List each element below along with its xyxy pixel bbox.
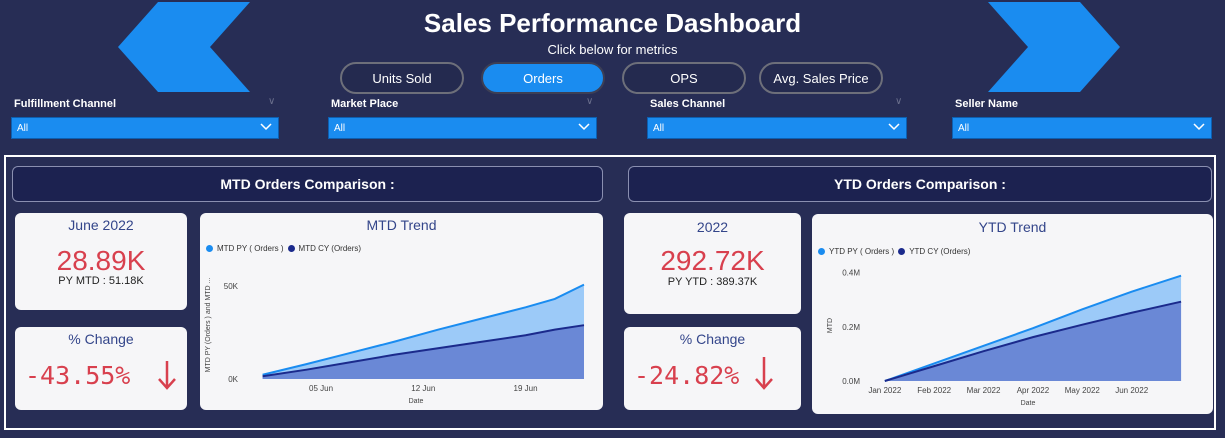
mtd-value-card: June 2022 28.89K PY MTD : 51.18K [15, 213, 187, 310]
x-tick-label: Apr 2022 [1017, 386, 1050, 395]
ytd-change-title: % Change [679, 331, 746, 347]
y-tick-label: 50K [224, 282, 239, 291]
y-axis-label: MTD [827, 318, 834, 333]
x-axis-label: Date [1021, 400, 1036, 407]
dashboard-subtitle: Click below for metrics [547, 42, 678, 57]
legend-dot-py [818, 248, 825, 255]
y-axis-label: MTD PY (Orders ) and MTD ... [205, 278, 212, 373]
series-line-py [884, 274, 1182, 382]
market-place-select[interactable]: All [328, 117, 597, 139]
chevron-down-icon [888, 123, 900, 131]
orders-button[interactable]: Orders [481, 62, 605, 94]
ytd-trend-card: YTD Trend YTD PY ( Orders ) YTD CY (Orde… [812, 214, 1213, 414]
seller-name-select[interactable]: All [952, 117, 1212, 139]
right-chevron-graphic [988, 2, 1120, 92]
y-tick-label: 0.0M [842, 377, 860, 386]
legend-py: MTD PY ( Orders ) [217, 244, 284, 253]
left-chevron-graphic [118, 2, 250, 92]
mtd-value: 28.89K [56, 245, 146, 276]
mtd-change-card: % Change -43.55% [15, 327, 187, 410]
down-arrow-icon [158, 361, 176, 390]
fulfillment-channel-label: Fulfillment Channel [14, 98, 117, 110]
seller-name-label: Seller Name [955, 98, 1018, 110]
market-place-value: All [334, 122, 346, 134]
legend-cy: YTD CY (Orders) [909, 247, 971, 256]
legend-dot-cy [287, 245, 295, 252]
units-sold-button[interactable]: Units Sold [340, 62, 464, 94]
x-tick-label: 12 Jun [411, 384, 435, 393]
mtd-legend: MTD PY ( Orders ) MTD CY (Orders) [206, 244, 361, 253]
series-line-cy [262, 324, 585, 378]
legend-cy: MTD CY (Orders) [298, 244, 362, 253]
legend-dot-cy [898, 248, 906, 255]
chevron-down-icon [1193, 123, 1205, 131]
ytd-trend-title: YTD Trend [978, 219, 1047, 235]
legend-py: YTD PY ( Orders ) [829, 247, 895, 256]
mtd-section-header: MTD Orders Comparison : [12, 166, 603, 202]
y-tick-label: 0K [228, 375, 238, 384]
mtd-trend-card: MTD Trend MTD PY ( Orders ) MTD CY (Orde… [200, 213, 603, 410]
mtd-change-value: -43.55% [25, 361, 131, 390]
series-line-cy [884, 300, 1182, 382]
y-tick-label: 0.4M [842, 269, 860, 278]
ytd-value-card: 2022 292.72K PY YTD : 389.37K [624, 213, 801, 314]
mtd-trend-title: MTD Trend [366, 217, 437, 233]
mtd-change-title: % Change [68, 331, 134, 347]
sales-channel-label: Sales Channel [650, 98, 726, 110]
x-axis-label: Date [409, 398, 424, 405]
x-tick-label: Mar 2022 [967, 386, 1001, 395]
x-tick-label: 05 Jun [309, 384, 333, 393]
dashboard-title: Sales Performance Dashboard [423, 8, 802, 38]
down-arrow-icon [755, 357, 773, 390]
x-tick-label: Jun 2022 [1115, 386, 1148, 395]
ytd-legend: YTD PY ( Orders ) YTD CY (Orders) [818, 247, 970, 256]
sales-channel-value: All [653, 122, 665, 134]
ytd-change-card: % Change -24.82% [624, 327, 801, 410]
x-tick-label: May 2022 [1065, 386, 1101, 395]
sales-channel-select[interactable]: All [647, 117, 907, 139]
ops-button[interactable]: OPS [622, 62, 746, 94]
x-tick-label: Jan 2022 [868, 386, 901, 395]
ytd-section-header: YTD Orders Comparison : [628, 166, 1212, 202]
fulfillment-channel-value: All [17, 122, 29, 134]
fulfillment-channel-select[interactable]: All [11, 117, 279, 139]
y-tick-label: 0.2M [842, 323, 860, 332]
chevron-down-icon [578, 123, 590, 131]
fulfillment-channel-collapse-icon[interactable]: ∨ [268, 96, 276, 107]
mtd-py-value: PY MTD : 51.18K [58, 275, 144, 287]
ytd-py-value: PY YTD : 389.37K [667, 276, 758, 288]
ytd-trend-chart: 0.0M 0.2M 0.4M Jan 2022 Feb 2022 Mar 2022 Apr … [827, 269, 1182, 407]
x-tick-label: 19 Jun [514, 384, 538, 393]
market-place-label: Market Place [331, 98, 399, 110]
legend-dot-py [206, 245, 213, 252]
x-tick-label: Feb 2022 [917, 386, 951, 395]
series-area-cy [884, 301, 1182, 381]
series-line-py [262, 283, 585, 376]
sales-channel-collapse-icon[interactable]: ∨ [895, 96, 903, 107]
mtd-period: June 2022 [68, 217, 134, 233]
seller-name-value: All [958, 122, 970, 134]
chevron-down-icon [260, 123, 272, 131]
market-place-collapse-icon[interactable]: ∨ [586, 96, 594, 107]
ytd-value: 292.72K [660, 245, 765, 276]
ytd-period: 2022 [696, 219, 729, 235]
avg-sales-price-button[interactable]: Avg. Sales Price [759, 62, 883, 94]
comparison-panel [4, 155, 1216, 430]
ytd-change-value: -24.82% [634, 361, 740, 390]
mtd-trend-chart: 0K 50K 05 Jun 12 Jun 19 Jun Date MTD PY (Order… [205, 278, 585, 405]
